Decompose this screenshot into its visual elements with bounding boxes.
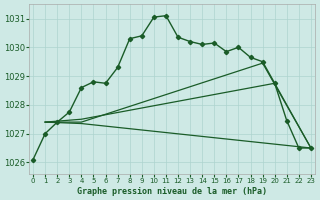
X-axis label: Graphe pression niveau de la mer (hPa): Graphe pression niveau de la mer (hPa) (77, 187, 267, 196)
